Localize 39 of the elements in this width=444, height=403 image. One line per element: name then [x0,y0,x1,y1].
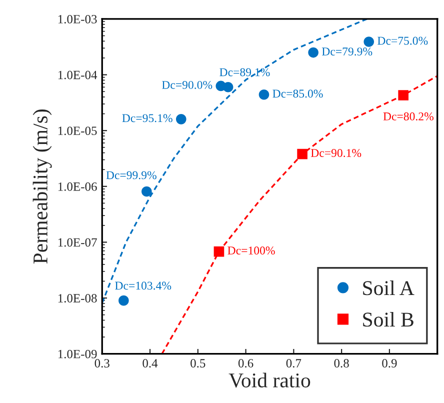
annotation: Dc=103.4% [115,282,172,290]
y-tick-label: 1.0E-08 [58,294,97,303]
x-tick-label: 0.3 [94,359,110,368]
y-tick-label: 1.0E-04 [58,70,98,80]
annotation: Dc=80.2% [383,112,434,120]
legend-label: Soil B [363,312,414,327]
point [176,114,186,124]
x-tick-label: 0.6 [238,359,254,368]
annotation: Dc=90.1% [310,149,362,158]
annotation: Dc=100% [228,246,275,255]
x-tick-label: 0.5 [190,359,206,368]
point [398,90,408,100]
point [308,47,318,58]
x-axis-title: Void ratio [228,372,310,388]
annotation: Dc=89.1% [220,68,270,76]
point [258,90,270,100]
x-tick-label: 0.7 [286,359,302,368]
point [118,295,129,306]
annotation: Dc=79.9% [322,48,372,56]
x-tick-label: 0.4 [142,359,158,368]
point [297,148,308,160]
legend-label: Soil A [363,280,414,296]
point [214,246,224,257]
y-tick-label: 1.0E-05 [58,126,97,136]
annotation: Dc=75.0% [378,36,428,45]
x-tick-label: 0.8 [334,359,349,368]
point [364,36,374,47]
y-axis-title: Permeability (m/s) [32,109,52,264]
annotation: Dc=99.9% [106,171,156,180]
annotation: Dc=95.1% [122,114,172,122]
x-tick-label: 0.9 [382,359,397,368]
point [216,80,226,92]
y-tick-label: 1.0E-09 [58,350,97,358]
y-tick-label: 1.0E-06 [58,182,97,191]
point [142,186,152,197]
annotation: Dc=85.0% [272,90,323,98]
annotation: Dc=90.0% [162,80,212,89]
y-tick-label: 1.0E-03 [58,14,97,24]
y-tick-label: 1.0E-07 [58,238,97,247]
